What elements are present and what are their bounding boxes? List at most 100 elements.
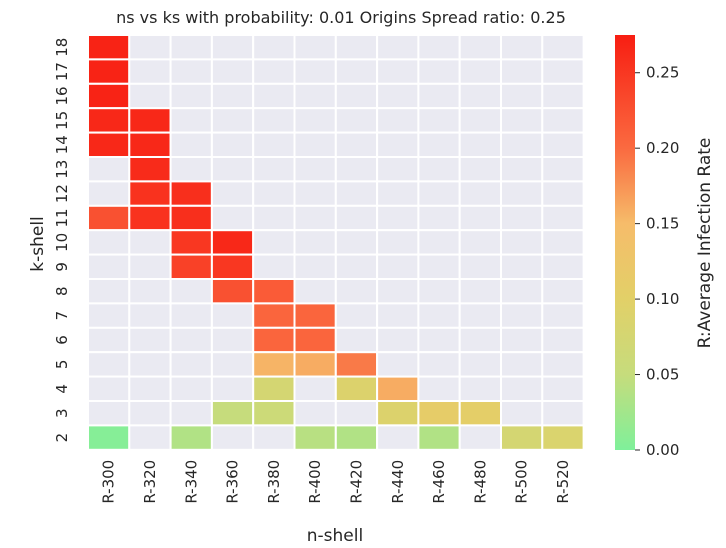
heatmap-cell <box>417 424 461 451</box>
heatmap-cell <box>500 253 544 281</box>
heatmap-cell <box>128 375 172 403</box>
heatmap-cell <box>500 131 544 159</box>
colorbar-ticks: 0.00 0.05 0.10 0.15 0.20 0.25 <box>635 64 679 459</box>
heatmap-cell <box>417 278 461 305</box>
heatmap-cell <box>252 326 296 354</box>
heatmap-cell <box>500 375 544 403</box>
heatmap-cell <box>87 58 131 85</box>
heatmap-cell <box>541 253 585 281</box>
heatmap-cell <box>169 302 213 329</box>
heatmap-cell <box>128 58 172 85</box>
heatmap-cell <box>458 326 503 354</box>
colorbar-tick-label: 0.25 <box>646 64 679 82</box>
heatmap-cell <box>293 180 337 207</box>
heatmap-cell <box>417 156 461 183</box>
heatmap-cell <box>417 253 461 281</box>
heatmap-cell <box>169 253 213 281</box>
heatmap-cell <box>500 351 544 378</box>
heatmap-cell <box>87 351 131 378</box>
heatmap-cell <box>458 34 503 61</box>
heatmap-cell <box>541 204 585 232</box>
heatmap-cell <box>541 400 585 427</box>
x-tick-label: R-460 <box>430 460 448 504</box>
heatmap-cell <box>210 156 255 183</box>
heatmap-cell <box>210 302 255 329</box>
heatmap-cell <box>376 180 420 207</box>
y-tick-label: 16 <box>53 86 71 105</box>
heatmap-cell <box>128 34 172 61</box>
heatmap-cell <box>376 131 420 159</box>
heatmap-cell <box>128 400 172 427</box>
colorbar-tick-label: 0.05 <box>646 366 679 384</box>
heatmap-cell <box>293 424 337 451</box>
heatmap-cell <box>417 302 461 329</box>
heatmap-cell <box>169 326 213 354</box>
heatmap-cell <box>334 107 379 134</box>
x-axis-label: n-shell <box>307 526 363 546</box>
heatmap-cell <box>334 180 379 207</box>
heatmap-cell <box>210 180 255 207</box>
heatmap-cell <box>169 180 213 207</box>
heatmap-cell <box>500 400 544 427</box>
heatmap-cell <box>334 253 379 281</box>
heatmap-cell <box>210 58 255 85</box>
heatmap-cell <box>500 180 544 207</box>
heatmap-cell <box>376 400 420 427</box>
chart-title: ns vs ks with probability: 0.01 Origins … <box>116 8 566 27</box>
heatmap-cell <box>169 82 213 110</box>
y-tick-label: 11 <box>53 208 71 227</box>
heatmap-cell <box>128 326 172 354</box>
x-tick-label: R-340 <box>182 460 200 504</box>
heatmap-cell <box>87 229 131 256</box>
heatmap-cell <box>210 326 255 354</box>
x-tick-labels: R-300 R-320 R-340 R-360 R-380 R-400 R-420 R-440… <box>100 460 572 504</box>
y-tick-label: 13 <box>53 160 71 179</box>
heatmap-cell <box>128 156 172 183</box>
heatmap-cell <box>87 253 131 281</box>
heatmap-cell <box>334 156 379 183</box>
heatmap-cell <box>210 34 255 61</box>
heatmap-cell <box>169 400 213 427</box>
heatmap-cell <box>128 278 172 305</box>
heatmap-cell <box>376 278 420 305</box>
heatmap-cell <box>252 424 296 451</box>
heatmap-cell <box>458 375 503 403</box>
heatmap-cell <box>458 351 503 378</box>
heatmap-cell <box>376 156 420 183</box>
heatmap-cell <box>334 375 379 403</box>
heatmap-cell <box>417 326 461 354</box>
heatmap-cell <box>128 302 172 329</box>
heatmap-cell <box>293 107 337 134</box>
heatmap-cell <box>458 180 503 207</box>
y-tick-label: 14 <box>53 135 71 154</box>
heatmap-cell <box>334 229 379 256</box>
heatmap-cell <box>541 302 585 329</box>
y-tick-label: 4 <box>53 384 71 394</box>
x-tick-label: R-320 <box>141 460 159 504</box>
heatmap-cell <box>458 131 503 159</box>
heatmap-cell <box>210 229 255 256</box>
heatmap-cell <box>87 131 131 159</box>
heatmap-cell <box>87 180 131 207</box>
y-tick-label: 7 <box>53 311 71 321</box>
heatmap-cell <box>128 107 172 134</box>
heatmap-cell <box>169 375 213 403</box>
heatmap-cell <box>87 278 131 305</box>
heatmap-cell <box>252 34 296 61</box>
heatmap-cell <box>458 400 503 427</box>
y-tick-label: 6 <box>53 335 71 345</box>
heatmap-cell <box>376 253 420 281</box>
heatmap-cell <box>252 156 296 183</box>
heatmap-cell <box>376 351 420 378</box>
y-tick-label: 12 <box>53 184 71 203</box>
heatmap-cell <box>458 204 503 232</box>
heatmap-cell <box>210 107 255 134</box>
heatmap-cell <box>293 326 337 354</box>
heatmap-cell <box>128 82 172 110</box>
y-tick-labels: 18 17 16 15 14 13 12 11 10 9 8 7 6 5 4 3 2 <box>53 38 71 443</box>
colorbar-tick-label: 0.20 <box>646 139 679 157</box>
heatmap-cell <box>458 229 503 256</box>
y-tick-label: 18 <box>53 38 71 57</box>
heatmap-cell <box>500 424 544 451</box>
